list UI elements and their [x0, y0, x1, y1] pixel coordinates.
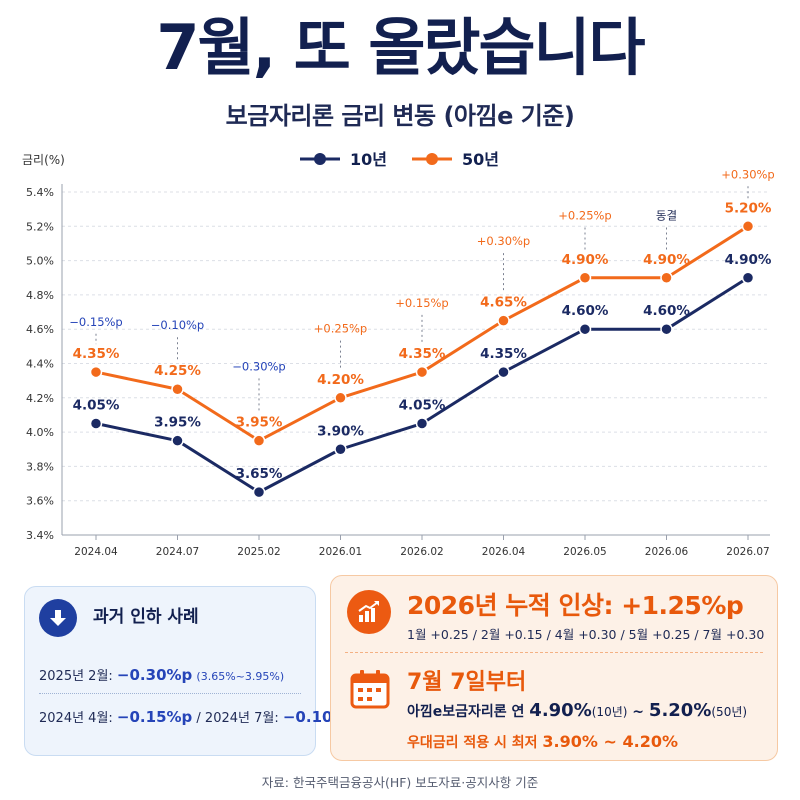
- change-annotation: +0.25%p: [558, 208, 611, 222]
- data-label: 4.90%: [643, 252, 690, 268]
- change-annotation: +0.30%p: [477, 234, 530, 248]
- data-point: [741, 220, 755, 233]
- data-label: 4.05%: [73, 398, 120, 414]
- data-point: [578, 322, 592, 336]
- past-cut-2025-02: 2025년 2월: −0.30%p (3.65%~3.95%): [39, 666, 285, 684]
- data-label: 4.90%: [562, 252, 609, 268]
- data-point: [660, 322, 673, 336]
- data-label: 4.90%: [725, 252, 772, 268]
- cumulative-increase-card: 2026년 누적 인상: +1.25%p 1월 +0.25 / 2월 +0.15…: [330, 575, 778, 761]
- monthly-breakdown: 1월 +0.25 / 2월 +0.15 / 4월 +0.30 / 5월 +0.2…: [407, 627, 765, 642]
- divider: [39, 693, 301, 694]
- y-tick-label: 3.8%: [26, 460, 54, 473]
- change-annotation: 동결: [656, 208, 677, 222]
- past-cut-2024: 2024년 4월: −0.15%p / 2024년 7월: −0.10%p: [39, 708, 359, 726]
- data-label: 4.05%: [399, 398, 446, 414]
- y-tick-label: 5.4%: [26, 186, 54, 199]
- y-tick-label: 5.0%: [26, 255, 54, 268]
- data-label: 4.60%: [643, 303, 690, 319]
- data-point: [497, 365, 510, 379]
- data-point: [660, 271, 673, 284]
- rate-line-chart: 3.4% 3.6% 3.8% 4.0% 4.2% 4.4% 4.6% 4.8% 5.0% 5.2%…: [22, 150, 775, 558]
- data-label: 3.90%: [317, 423, 364, 439]
- x-tick-label: 2026.01: [319, 546, 362, 558]
- data-label: 3.95%: [154, 415, 201, 431]
- legend-marker: [314, 153, 326, 165]
- x-tick-label: 2026.04: [482, 546, 526, 558]
- change-annotation: −0.15%p: [69, 315, 122, 329]
- y-tick-label: 4.6%: [26, 323, 54, 336]
- y-tick-label: 3.4%: [26, 529, 54, 542]
- change-annotation: +0.25%p: [314, 322, 367, 336]
- data-point: [252, 434, 266, 447]
- growth-chart-icon: [347, 590, 391, 634]
- data-label: 4.25%: [154, 363, 201, 379]
- data-label: 4.35%: [73, 346, 120, 362]
- data-point: [415, 417, 429, 430]
- past-cuts-card: 과거 인하 사례 2025년 2월: −0.30%p (3.65%~3.95%)…: [24, 586, 358, 756]
- legend-entry: 50년: [462, 150, 499, 169]
- data-point: [334, 391, 347, 405]
- preferential-rate-line: 우대금리 적용 시 최저 3.90% ~ 4.20%: [407, 732, 678, 751]
- y-tick-label: 4.2%: [26, 392, 54, 405]
- calendar-icon: [349, 668, 391, 714]
- data-label: 4.65%: [480, 295, 527, 311]
- y-tick-label: 3.6%: [26, 495, 54, 508]
- data-label: 3.95%: [236, 415, 283, 431]
- data-label: 4.60%: [562, 303, 609, 319]
- change-annotation: −0.10%p: [151, 318, 204, 332]
- x-tick-label: 2026.07: [726, 546, 769, 558]
- x-tick-label: 2024.04: [74, 546, 118, 558]
- data-point: [252, 485, 266, 499]
- x-tick-label: 2024.07: [156, 546, 199, 558]
- data-point: [578, 271, 592, 284]
- data-label: 4.35%: [399, 346, 446, 362]
- data-label: 5.20%: [725, 200, 772, 216]
- legend-entry: 10년: [350, 150, 387, 169]
- data-label: 4.35%: [480, 346, 527, 362]
- cumulative-title: 2026년 누적 인상: +1.25%p: [407, 591, 744, 620]
- past-cuts-title: 과거 인하 사례: [93, 607, 199, 627]
- data-point: [89, 417, 103, 430]
- data-point: [89, 365, 103, 379]
- data-label: 3.65%: [236, 466, 283, 482]
- data-point: [415, 365, 429, 379]
- new-rate-line: 아낌e보금자리론 연 4.90%(10년) ~ 5.20%(50년): [407, 700, 748, 721]
- legend-marker: [426, 153, 438, 165]
- x-tick-label: 2026.02: [400, 546, 443, 558]
- y-tick-label: 4.4%: [26, 358, 54, 371]
- headline: 7월, 또 올랐습니다: [156, 11, 645, 84]
- y-tick-label: 4.0%: [26, 426, 54, 439]
- data-point: [171, 434, 184, 447]
- data-point: [741, 271, 755, 284]
- x-tick-label: 2026.06: [645, 546, 689, 558]
- data-point: [497, 314, 510, 327]
- arrow-down-circle-icon: [39, 599, 77, 637]
- x-tick-label: 2026.05: [563, 546, 606, 558]
- effective-date: 7월 7일부터: [407, 670, 527, 695]
- y-axis-label: 금리(%): [22, 153, 65, 167]
- change-annotation: +0.30%p: [721, 167, 774, 181]
- x-tick-label: 2025.02: [237, 546, 280, 558]
- y-tick-label: 4.8%: [26, 289, 54, 302]
- data-label: 4.20%: [317, 372, 364, 388]
- divider: [345, 652, 763, 653]
- source-note: 자료: 한국주택금융공사(HF) 보도자료·공지사항 기준: [261, 775, 539, 790]
- subtitle: 보금자리론 금리 변동 (아낌e 기준): [225, 102, 575, 130]
- change-annotation: −0.30%p: [232, 359, 285, 373]
- data-point: [171, 382, 184, 396]
- data-point: [334, 443, 347, 456]
- change-annotation: +0.15%p: [395, 296, 448, 310]
- y-tick-label: 5.2%: [26, 220, 54, 233]
